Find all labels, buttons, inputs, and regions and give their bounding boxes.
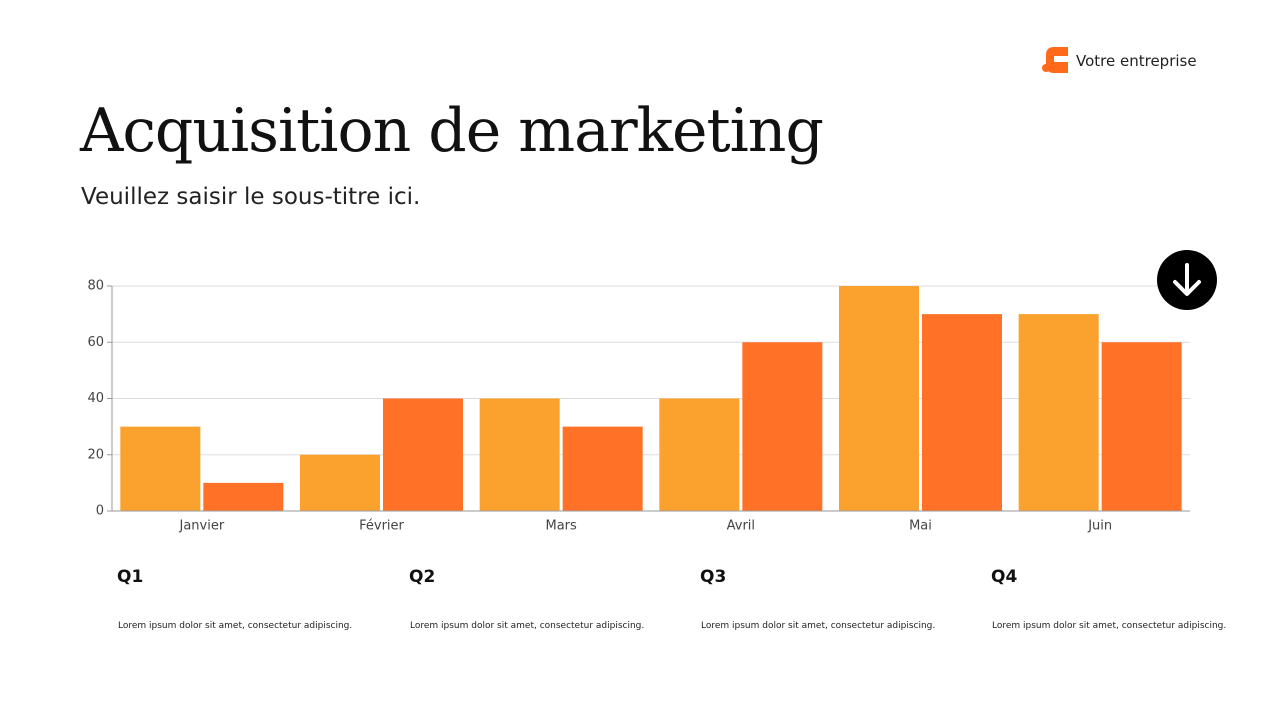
quarter-text: Lorem ipsum dolor sit amet, consectetur … bbox=[992, 621, 1227, 631]
brand-logo bbox=[1042, 47, 1068, 73]
bar bbox=[1018, 314, 1099, 511]
bar bbox=[659, 398, 740, 511]
bar bbox=[203, 482, 284, 511]
chart: 0 20 40 60 80 Janvier Février Mars Avril Mai Juin bbox=[87, 279, 1190, 534]
brand-name: Votre entreprise bbox=[1076, 52, 1197, 70]
quarter-label: Q2 bbox=[409, 567, 436, 587]
quarter-label: Q3 bbox=[700, 567, 727, 587]
x-tick-label: Février bbox=[359, 519, 404, 534]
slide-title: Acquisition de marketing bbox=[80, 96, 824, 166]
quarter-text: Lorem ipsum dolor sit amet, consectetur … bbox=[701, 621, 936, 631]
slide-subtitle: Veuillez saisir le sous-titre ici. bbox=[81, 184, 421, 210]
bar bbox=[562, 426, 643, 511]
bar bbox=[1101, 342, 1182, 511]
y-tick-label: 0 bbox=[96, 504, 104, 519]
quarter-label: Q4 bbox=[991, 567, 1018, 587]
x-tick-label: Janvier bbox=[178, 519, 224, 534]
bar bbox=[120, 426, 201, 511]
x-tick-label: Avril bbox=[727, 519, 755, 534]
bar bbox=[383, 398, 463, 511]
quarter-text: Lorem ipsum dolor sit amet, consectetur … bbox=[410, 621, 645, 631]
x-tick-label: Mai bbox=[909, 519, 932, 534]
download-button[interactable] bbox=[1157, 250, 1217, 310]
bar bbox=[839, 286, 919, 511]
y-tick-label: 40 bbox=[87, 391, 104, 406]
bar bbox=[742, 342, 823, 511]
x-tick-label: Juin bbox=[1087, 519, 1112, 534]
y-tick-label: 20 bbox=[87, 447, 104, 462]
x-tick-label: Mars bbox=[546, 519, 578, 534]
quarter-label: Q1 bbox=[117, 567, 144, 587]
bar bbox=[300, 454, 380, 511]
bar bbox=[922, 314, 1002, 511]
bar bbox=[479, 398, 560, 511]
quarter-text: Lorem ipsum dolor sit amet, consectetur … bbox=[118, 621, 353, 631]
y-tick-label: 60 bbox=[87, 335, 104, 350]
y-tick-label: 80 bbox=[87, 279, 104, 294]
